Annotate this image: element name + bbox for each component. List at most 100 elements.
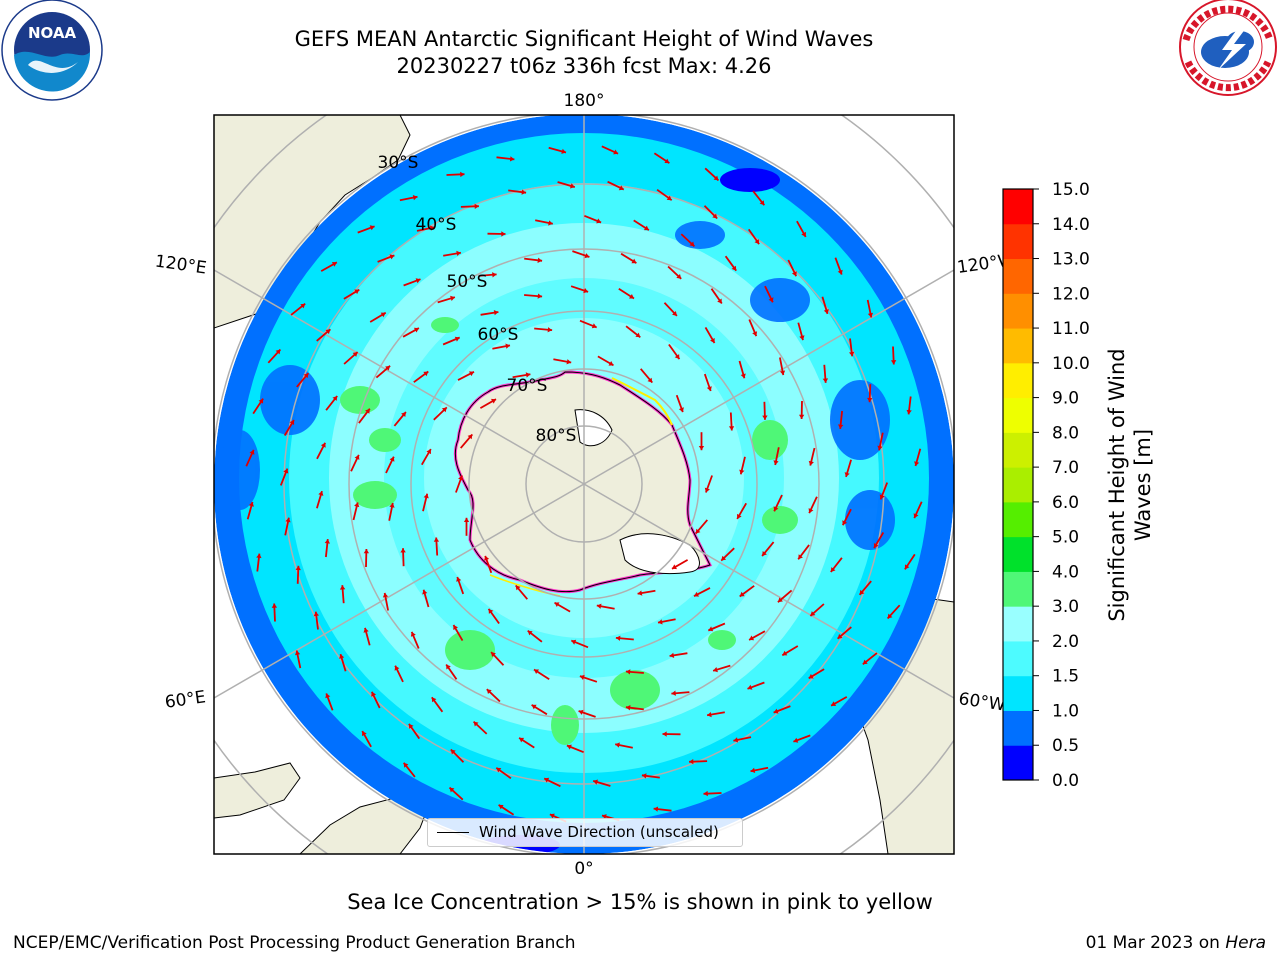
wave-arrow-head: [275, 349, 281, 355]
wave-arrow-head: [739, 469, 745, 475]
colorbar-band: [1003, 571, 1033, 607]
wave-arrow-head: [773, 506, 779, 512]
colorbar-band: [1003, 328, 1033, 364]
colorbar-tick-label: 7.0: [1052, 458, 1079, 478]
wave-arrow-head: [837, 269, 843, 275]
wave-arrow-head: [799, 414, 805, 419]
wave-arrow-head: [810, 611, 816, 616]
colorbar-band: [1003, 745, 1033, 781]
wave-arrow-head: [674, 354, 680, 360]
wave-arrow-head: [830, 567, 836, 572]
wave-arrow-head: [773, 460, 779, 465]
wave-arrow-head: [554, 602, 560, 607]
wave-arrow-head: [394, 665, 400, 671]
wave-arrow-head: [493, 310, 499, 316]
colorbar-tick-label: 8.0: [1052, 423, 1079, 443]
wave-arrow-head: [873, 543, 879, 548]
wave-arrow-head: [248, 502, 254, 507]
colorbar-tick-label: 1.5: [1052, 667, 1079, 687]
wave-arrow-head: [423, 493, 429, 499]
wave-arrow-head: [256, 553, 262, 559]
wave-arrow-head: [450, 295, 455, 301]
wave-arrow-head: [401, 412, 406, 417]
wave-arrow-head: [618, 185, 624, 191]
colorbar-tick-label: 10.0: [1052, 354, 1090, 374]
colorbar-frame: [1002, 188, 1034, 781]
lon-label-180: 180°: [564, 91, 605, 111]
wave-arrow-head: [879, 494, 885, 500]
wave-arrow-head: [249, 449, 255, 455]
wave-arrow-head: [913, 513, 919, 519]
wave-arrow-head: [258, 398, 264, 404]
colorbar-band: [1003, 223, 1033, 260]
wave-arrow-head: [890, 360, 897, 365]
wave-arrow-head: [676, 274, 682, 279]
colorbar-tick-label: 15.0: [1052, 180, 1090, 200]
wave-arrow-head: [625, 705, 631, 711]
wave-arrow-head: [615, 635, 621, 641]
colorbar-band: [1003, 258, 1033, 294]
wave-arrow-head: [570, 183, 575, 189]
colorbar-title: Significant Height of Wind Waves [m]: [1105, 348, 1155, 622]
wave-arrow-head: [762, 415, 768, 420]
wave-arrow-head: [501, 231, 506, 237]
wave-arrow-head: [831, 701, 837, 706]
wave-arrow-head: [354, 502, 360, 508]
wave-arrow-head: [547, 327, 553, 333]
wave-arrow-head: [519, 737, 525, 743]
colorbar-tick-label: 13.0: [1052, 250, 1090, 270]
colorbar-band: [1003, 397, 1033, 433]
wave-arrow-head: [799, 335, 805, 341]
wave-arrow-head: [662, 731, 667, 737]
wave-arrow-head: [695, 528, 701, 534]
wave-arrow-head: [672, 564, 677, 570]
wave-arrow-head: [596, 603, 602, 609]
wave-arrow-head: [415, 278, 421, 284]
wave-arrow-head: [426, 449, 431, 455]
wave-arrow-head: [754, 239, 760, 245]
wave-arrow-head: [325, 693, 331, 699]
wave-arrow-head: [454, 336, 460, 342]
wave-arrow-head: [549, 813, 555, 819]
wave-arrow-head: [808, 508, 814, 514]
wave-arrow-head: [283, 468, 289, 474]
colorbar-tick-label: 4.0: [1052, 562, 1079, 582]
wave-arrow-head: [458, 475, 464, 481]
high-wave-patches: [340, 317, 798, 745]
wave-arrow-head: [429, 225, 435, 231]
wave-arrow-head: [271, 603, 278, 608]
colorbar-band: [1003, 640, 1033, 677]
wave-arrow-head: [412, 195, 418, 201]
wave-arrow-head: [739, 591, 745, 597]
wave-arrow-head: [704, 487, 710, 493]
wave-arrow-head: [300, 303, 306, 309]
wave-arrow-head: [467, 434, 473, 440]
wave-arrow-head: [332, 396, 338, 401]
colorbar-tick-label: 3.0: [1052, 597, 1079, 617]
wave-arrow-head: [733, 737, 739, 743]
colorbar-band: [1003, 432, 1033, 468]
wave-arrow-head: [295, 565, 301, 571]
wave-arrow-head: [914, 461, 920, 466]
wave-arrow-head: [798, 554, 803, 560]
footer-date-text: 01 Mar 2023 on: [1085, 933, 1220, 953]
wave-arrow-head: [747, 684, 753, 690]
wave-arrow-head: [768, 297, 774, 303]
wave-arrow-head: [354, 454, 360, 460]
wave-arrow-head: [318, 491, 324, 496]
colorbar-tick-label: 0.0: [1052, 771, 1079, 791]
wave-arrow-head: [449, 787, 455, 793]
colorbar-tick-label: 2.0: [1052, 632, 1079, 652]
wave-arrow-head: [591, 323, 597, 329]
wave-arrow-head: [453, 625, 458, 630]
wave-arrow-head: [331, 262, 337, 267]
colorbar-tick-label: 5.0: [1052, 528, 1079, 548]
lat-label-70s: 70°S: [507, 376, 548, 396]
wave-arrow-head: [837, 633, 843, 639]
nws-logo: [1179, 0, 1277, 96]
lon-label-60w: 60°W: [957, 689, 1006, 715]
wave-arrow-head: [777, 597, 783, 603]
wave-arrow-head: [877, 445, 883, 451]
colorbar: [1003, 189, 1033, 781]
